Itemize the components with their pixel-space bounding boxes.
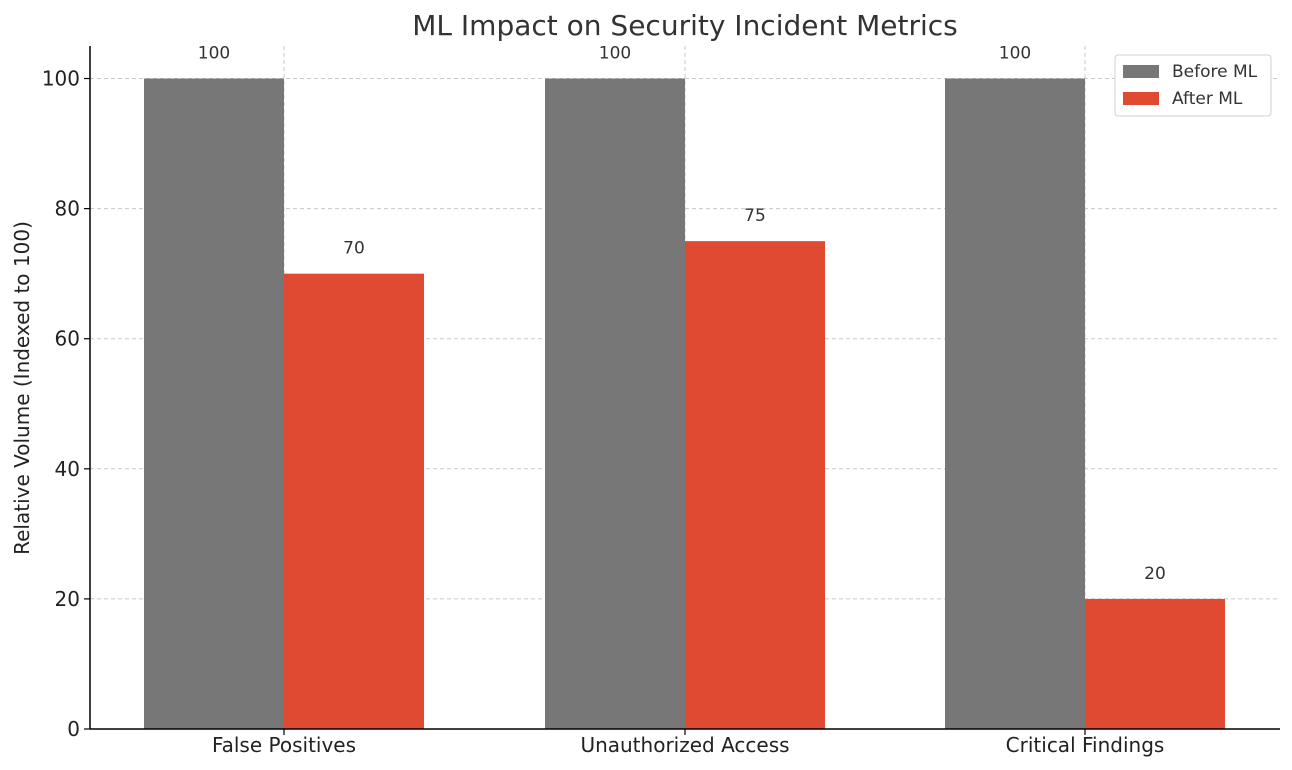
data-label: 100 [599,44,631,64]
bar-before-ml [144,78,284,730]
data-label: 100 [999,44,1031,64]
data-label: 70 [343,239,365,259]
x-tick-label: Critical Findings [1006,733,1165,757]
y-tick-label: 0 [67,717,80,741]
legend-label: Before ML [1172,62,1258,82]
legend-label: After ML [1172,89,1243,109]
legend: Before ML After ML [1114,54,1272,117]
data-label: 20 [1144,564,1166,584]
bar-after-ml [685,241,825,729]
y-axis-label: Relative Volume (Indexed to 100) [10,221,34,555]
bars [144,78,1225,730]
y-tick-label: 100 [42,67,80,91]
x-tick-label: Unauthorized Access [580,733,789,757]
axes [84,46,1280,735]
chart-title: ML Impact on Security Incident Metrics [412,9,958,42]
x-tick-label: False Positives [212,733,356,757]
bar-after-ml [284,273,424,729]
y-tick-label: 80 [55,197,80,221]
legend-swatch [1123,92,1159,105]
y-tick-label: 20 [55,587,80,611]
bar-before-ml [945,78,1085,730]
data-label: 100 [198,44,230,64]
data-label: 75 [744,206,766,226]
y-tick-label: 40 [55,457,80,481]
y-tick-label: 60 [55,327,80,351]
labels: 0 20 40 60 80 100 100 100 100 70 75 20 False Positiv… [42,44,1166,757]
bar-after-ml [1085,598,1225,729]
bar-before-ml [545,78,685,730]
legend-swatch [1123,65,1159,78]
